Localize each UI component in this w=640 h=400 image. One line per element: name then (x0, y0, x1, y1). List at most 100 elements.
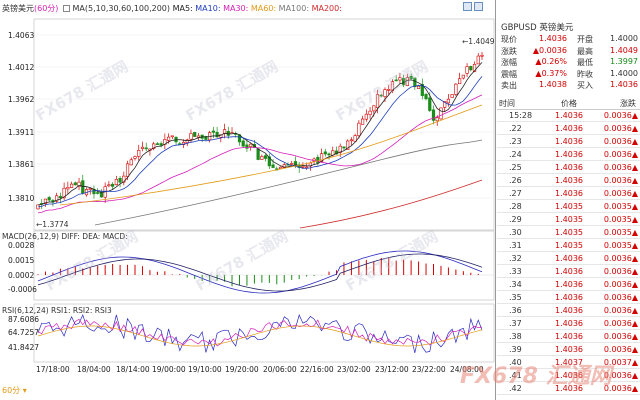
brand-watermark: FX678 汇通网 (460, 364, 612, 389)
chart-header: 英镑美元(60分) MA(5,10,30,60,100,200) MA5: MA… (2, 3, 342, 14)
candle (450, 94, 454, 98)
trade-row: .35 1.4036 0.0036▲ (497, 292, 640, 304)
header-change: 涨跌 (620, 99, 636, 108)
trade-change: 0.0036▲ (603, 384, 638, 393)
zoom-out-icon[interactable] (474, 2, 483, 11)
trade-row: 15:28 1.4036 0.0036▲ (497, 110, 640, 122)
candle (137, 150, 141, 157)
trade-price: 1.4036 (555, 150, 583, 159)
macd-legend: MACD(26,12,9) DIFF: DEA: MACD: (2, 232, 128, 241)
trade-price: 1.4036 (555, 137, 583, 146)
trade-row: .30 1.4035 0.0035▲ (497, 227, 640, 239)
checkbox-icon[interactable] (62, 5, 70, 12)
trade-price: 1.4036 (555, 254, 583, 263)
candle (152, 143, 156, 150)
trade-row: .32 1.4036 0.0036▲ (497, 253, 640, 265)
rsi-pane-border (33, 303, 495, 363)
trade-row: .42 1.4036 0.0036▲ (497, 383, 640, 395)
trade-time: 15:28 (509, 111, 533, 120)
trade-row: .26 1.4036 0.0036▲ (497, 175, 640, 187)
candle (443, 100, 447, 108)
candle (342, 146, 346, 149)
trade-price: 1.4035 (555, 215, 583, 224)
candle (159, 143, 163, 146)
ma5-line (37, 62, 483, 206)
price-tick: 1.4012 (8, 63, 35, 72)
candle (383, 89, 387, 97)
price-pane-border (33, 18, 495, 231)
quote-row: 现价 1.4036 开盘 1.4000 (499, 34, 639, 45)
quote-title: GBPUSD 英镑美元 (501, 23, 574, 33)
ma60-label: MA60: (250, 4, 277, 13)
quote-panel: GBPUSD 英镑美元 现价 1.4036 开盘 1.4000 涨跌 ▲0.0036 最高 1… (497, 22, 640, 400)
quote-key: 涨幅 (501, 58, 517, 67)
macd-tick: -0.0006 (8, 285, 37, 294)
ma60-line (59, 104, 483, 206)
trade-change: 0.0036▲ (603, 293, 638, 302)
trade-time: .33 (509, 267, 522, 276)
x-tick: 20/06:00 (263, 365, 297, 374)
candle (43, 198, 48, 205)
quote-value: ▲0.0036 (532, 45, 567, 55)
trade-time: .36 (509, 306, 522, 315)
candle (278, 166, 283, 169)
candle (107, 184, 111, 187)
chart-pane[interactable]: 英镑美元(60分) MA(5,10,30,60,100,200) MA5: MA… (0, 0, 496, 400)
trade-change: 0.0036▲ (603, 371, 638, 380)
candle (249, 143, 253, 147)
price-tick: 1.3962 (8, 95, 35, 104)
rsi3-line (37, 325, 483, 347)
trade-row: .37 1.4036 0.0036▲ (497, 318, 640, 330)
candle (375, 94, 380, 108)
candle (472, 63, 477, 72)
trade-time: .30 (509, 228, 522, 237)
candle (323, 151, 327, 155)
trade-price: 1.4036 (555, 371, 583, 380)
trade-time: .35 (509, 293, 522, 302)
x-tick: 19/20:00 (225, 365, 259, 374)
candle (387, 89, 391, 91)
candle (338, 145, 342, 153)
candle (189, 133, 193, 140)
candle (349, 139, 354, 142)
trade-time: .27 (509, 189, 522, 198)
quote-key: 最高 (577, 46, 593, 56)
candle (271, 164, 275, 168)
price-tick: 1.3911 (8, 128, 35, 137)
candle (129, 159, 133, 166)
x-tick: 17/18:00 (36, 365, 70, 374)
candle (398, 77, 402, 81)
trade-price: 1.4036 (555, 332, 583, 341)
candle (99, 192, 104, 198)
period-button-label: 60分 (2, 386, 21, 395)
trade-row: .29 1.4035 0.0035▲ (497, 214, 640, 226)
candle (394, 79, 398, 82)
quote-row: 涨跌 ▲0.0036 最高 1.4049 (499, 46, 639, 57)
trade-price: 1.4037 (555, 358, 583, 367)
quote-value: ▲0.37% (535, 68, 567, 78)
candle (114, 179, 118, 186)
trade-row: .28 1.4035 0.0035▲ (497, 201, 640, 213)
trade-change: 0.0035▲ (603, 228, 638, 237)
rsi1-line (37, 313, 483, 353)
trade-time: .29 (509, 215, 522, 224)
period-button[interactable]: 60分 ▾ (2, 386, 27, 395)
trade-time: .41 (509, 371, 522, 380)
x-tick: 23/22:00 (412, 365, 446, 374)
candle (435, 117, 439, 122)
candle (372, 105, 376, 112)
trade-row: .23 1.4036 0.0036▲ (497, 136, 640, 148)
trade-change: 0.0036▲ (603, 111, 638, 120)
candle (88, 188, 92, 190)
zoom-in-icon[interactable] (463, 2, 472, 11)
candle (111, 183, 115, 187)
period-label: (60分) (34, 4, 59, 13)
x-tick: 19/00:00 (152, 365, 186, 374)
candle (446, 98, 451, 104)
ma-legend: MA(5,10,30,60,100,200) MA5: MA10: MA30: … (62, 4, 342, 13)
trade-row: .40 1.4037 0.0037▲ (497, 357, 640, 369)
candle (263, 155, 268, 159)
quote-value: 1.4036 (539, 34, 567, 43)
candle (222, 129, 227, 134)
candle (420, 84, 424, 96)
